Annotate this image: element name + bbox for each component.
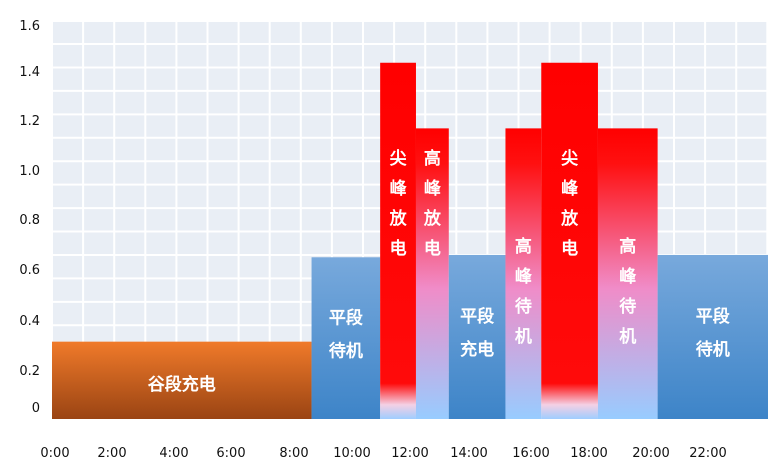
x-tick-label: 4:00 [159, 446, 188, 461]
bar-flat [311, 257, 381, 419]
bar-label-char: 高 [619, 236, 636, 257]
y-tick-label: 0.6 [19, 263, 40, 278]
bar-flat [448, 254, 506, 419]
bar-label-char: 峰 [424, 178, 442, 199]
bars [52, 62, 768, 419]
x-tick-label: 22:00 [689, 446, 726, 461]
bar-label: 平段 [329, 307, 363, 328]
x-tick-label: 14:00 [450, 446, 487, 461]
bar-label-char: 机 [515, 326, 532, 347]
bar-label-char: 峰 [619, 266, 637, 287]
x-tick-label: 18:00 [570, 446, 607, 461]
bar-label: 待机 [696, 339, 730, 360]
bar-peak [597, 128, 658, 419]
bar-label-char: 电 [390, 238, 407, 259]
y-tick-label: 1.0 [19, 164, 40, 179]
bar-label-char: 待 [619, 296, 636, 317]
bar-label-char: 尖 [561, 148, 579, 169]
y-tick-label: 0.4 [19, 314, 40, 329]
x-tick-label: 8:00 [279, 446, 308, 461]
bar-label-char: 高 [424, 148, 441, 169]
x-tick-label: 0:00 [40, 446, 69, 461]
bar-label: 充电 [460, 339, 494, 360]
y-axis: 0 0.2 0.4 0.6 0.8 1.0 1.2 1.4 1.6 [19, 19, 40, 416]
bar-label-char: 峰 [515, 266, 533, 287]
bar-label-char: 尖 [390, 148, 408, 169]
bar-label-char: 待 [515, 296, 532, 317]
bar-label-char: 高 [515, 236, 532, 257]
bar-flat [657, 254, 768, 419]
x-tick-label: 10:00 [333, 446, 370, 461]
bar-label: 待机 [329, 340, 363, 361]
bar-sharp [541, 62, 598, 419]
bar-label: 谷段充电 [148, 374, 216, 395]
x-tick-label: 2:00 [97, 446, 126, 461]
y-tick-label: 0.2 [19, 364, 40, 379]
x-tick-label: 20:00 [632, 446, 669, 461]
y-tick-label: 0.8 [19, 213, 40, 228]
bar-label-char: 放 [389, 208, 408, 229]
bar-label-char: 峰 [561, 178, 579, 199]
bar-label-char: 放 [423, 208, 442, 229]
bar-label: 平段 [696, 306, 730, 327]
bar-label-char: 电 [561, 238, 578, 259]
x-tick-label: 12:00 [391, 446, 428, 461]
y-tick-label: 1.4 [19, 65, 40, 80]
bar-valley [52, 341, 312, 419]
x-tick-label: 16:00 [512, 446, 549, 461]
bar-label: 平段 [460, 306, 494, 327]
bar-label-char: 电 [424, 238, 441, 259]
y-tick-label: 0 [32, 401, 40, 416]
y-tick-label: 1.2 [19, 114, 40, 129]
bar-peak [415, 128, 449, 419]
y-tick-label: 1.6 [19, 19, 40, 34]
x-axis: 0:00 2:00 4:00 6:00 8:00 10:00 12:00 14:00 16:00… [40, 446, 726, 461]
bar-label-char: 放 [560, 208, 579, 229]
bar-label-char: 峰 [390, 178, 408, 199]
bar-label-char: 机 [619, 326, 636, 347]
x-tick-label: 6:00 [216, 446, 245, 461]
bar-peak [505, 128, 542, 419]
bar-sharp [380, 62, 416, 419]
